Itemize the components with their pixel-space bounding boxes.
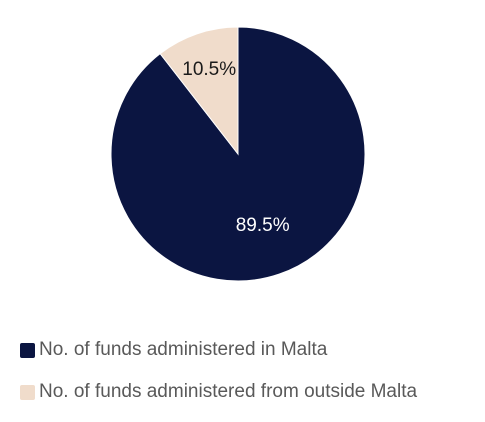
legend-swatch-malta bbox=[20, 342, 35, 358]
chart-legend: No. of funds administered in Malta No. o… bbox=[20, 338, 480, 422]
data-label-outside-malta: 10.5% bbox=[182, 59, 236, 80]
legend-label-outside-malta: No. of funds administered from outside M… bbox=[39, 381, 418, 402]
legend-item-outside-malta: No. of funds administered from outside M… bbox=[20, 380, 480, 404]
legend-swatch-outside-malta bbox=[20, 384, 35, 400]
legend-label-malta: No. of funds administered in Malta bbox=[39, 339, 328, 360]
data-label-malta: 89.5% bbox=[236, 215, 290, 236]
pie-slice-outside-malta bbox=[159, 26, 239, 156]
pie-chart: 89.5% 10.5% bbox=[110, 26, 366, 282]
legend-item-malta: No. of funds administered in Malta bbox=[20, 338, 480, 362]
